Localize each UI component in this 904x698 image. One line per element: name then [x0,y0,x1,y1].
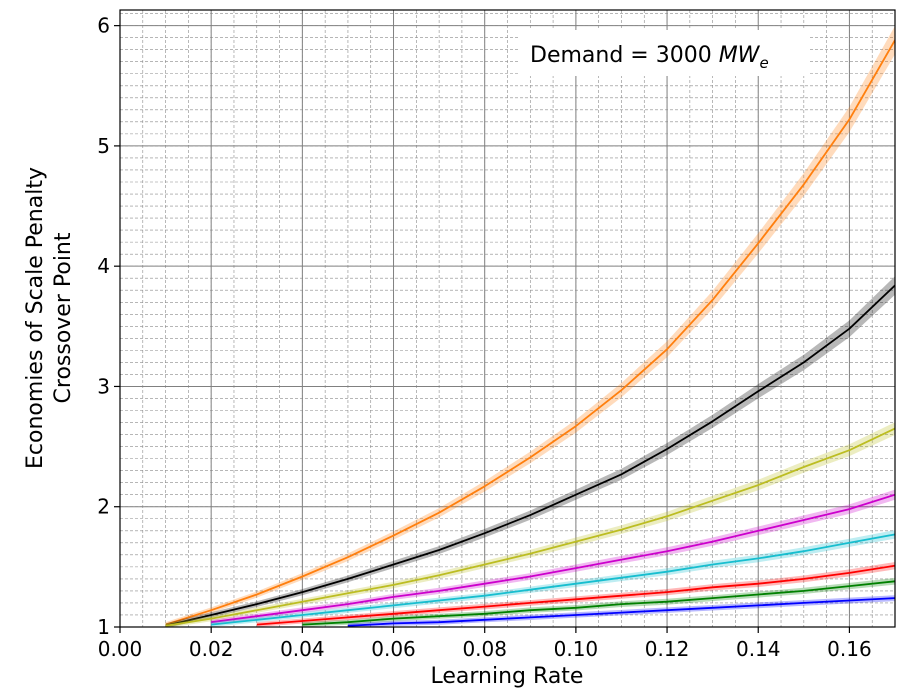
series-4-line [211,533,895,626]
x-tick-label: 0.16 [827,637,872,661]
series-layer [165,25,895,627]
series-6-line [302,580,895,626]
series-0-line [165,39,895,626]
annotation-prefix: Demand = 3000 [530,43,719,68]
series-7-line [347,597,895,627]
annotation-background [518,30,808,76]
plot-frame [119,9,896,628]
y-axis-label-line-2: Crossover Point [51,232,76,403]
series-3-band [211,489,895,625]
y-tick-label: 3 [97,374,110,398]
annotation-variable: MW [719,43,761,68]
y-tick-label: 1 [97,615,110,639]
x-tick-label: 0.06 [371,637,416,661]
y-axis-label-line-1: Economies of Scale Penalty [23,167,48,469]
series-3-line [211,493,895,624]
x-tick-label: 0.08 [462,637,507,661]
x-tick-label: 0.04 [280,637,325,661]
y-tick-label: 6 [97,14,110,38]
y-tick-label: 4 [97,254,110,278]
x-tick-label: 0.02 [189,637,234,661]
annotation-box: Demand = 3000 MWe [518,30,808,76]
x-tick-label: 0.10 [554,637,599,661]
x-tick-label: 0.14 [736,637,781,661]
x-axis-label: Learning Rate [431,664,584,689]
y-tick-label: 2 [97,495,110,519]
annotation-subscript: e [759,54,768,72]
series-5-band [256,562,895,627]
y-tick-label: 5 [97,134,110,158]
x-tick-label: 0.00 [98,637,143,661]
series-5-line [256,564,895,626]
axis-ticks: 0.00 0.02 0.04 0.06 0.08 0.10 0.12 0.14 0.16 1 2 3 4… [97,14,871,661]
series-2-line [165,427,895,627]
x-tick-label: 0.12 [645,637,690,661]
annotation-text: Demand = 3000 MWe [530,43,769,72]
series-1-line [165,284,895,627]
